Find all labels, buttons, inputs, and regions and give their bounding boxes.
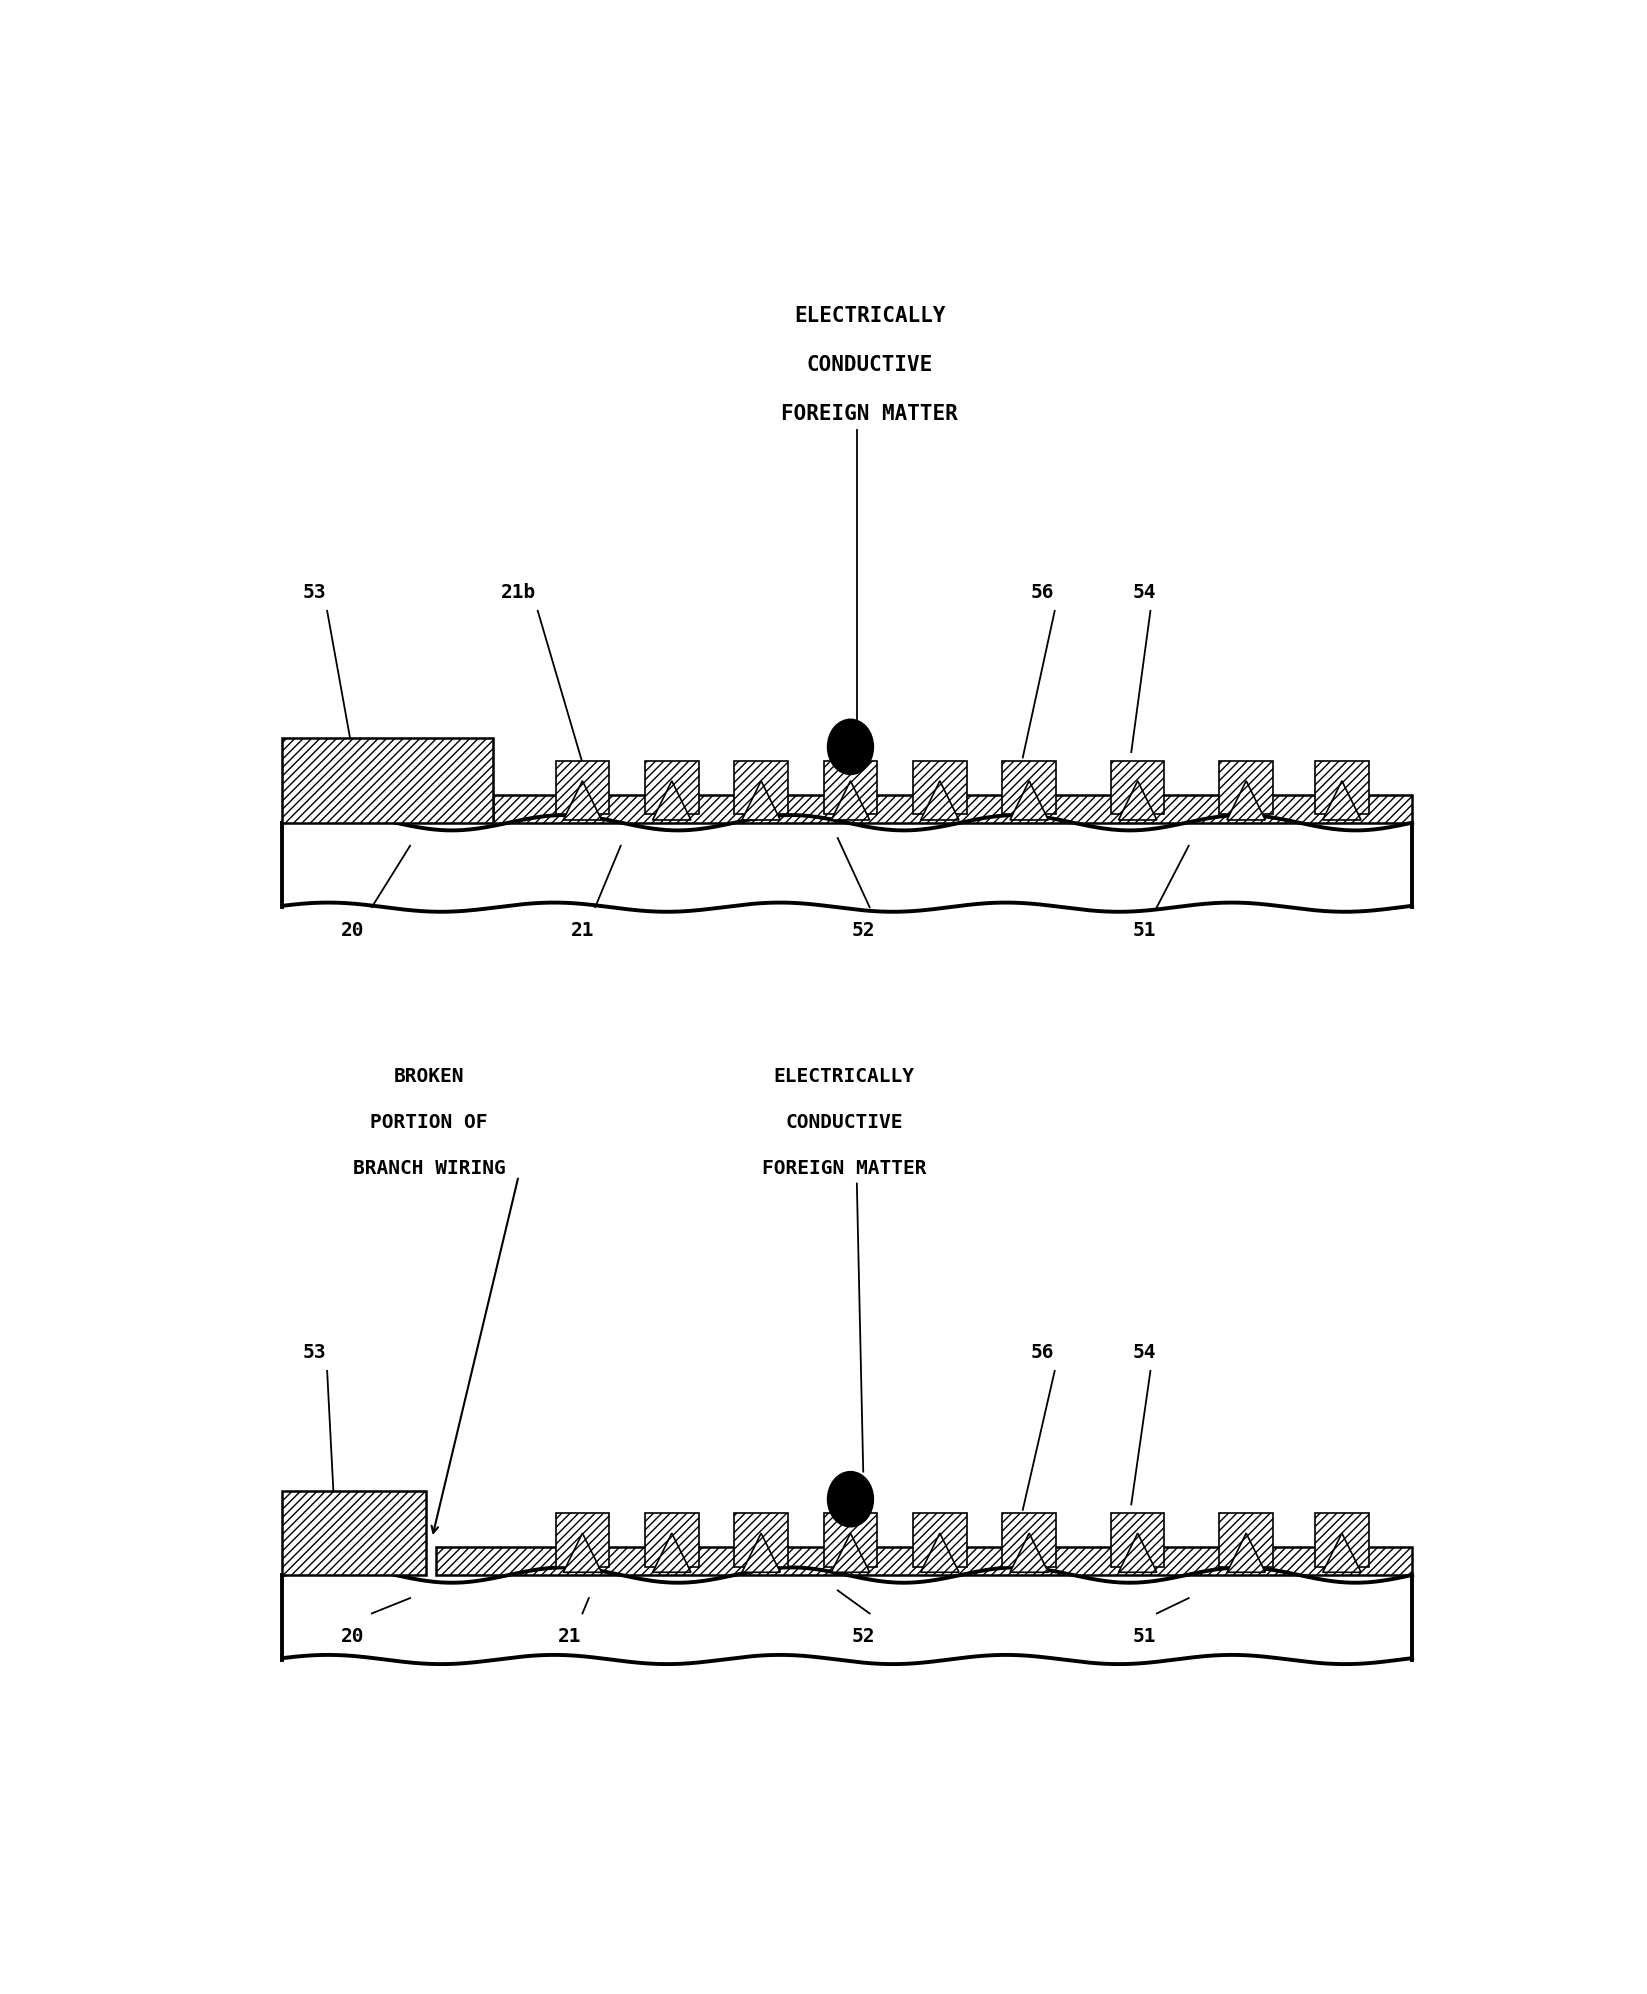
Text: PORTION OF: PORTION OF	[371, 1113, 488, 1133]
Text: FOREIGN MATTER: FOREIGN MATTER	[781, 405, 959, 425]
Text: 20: 20	[341, 1627, 364, 1645]
Text: FOREIGN MATTER: FOREIGN MATTER	[763, 1159, 926, 1178]
Polygon shape	[921, 782, 959, 820]
Circle shape	[827, 720, 873, 774]
Text: 20: 20	[341, 921, 364, 939]
Text: 21b: 21b	[501, 582, 537, 602]
Bar	[1314, 760, 1369, 814]
Text: ELECTRICALLY: ELECTRICALLY	[794, 305, 945, 327]
Polygon shape	[563, 1533, 601, 1573]
Polygon shape	[832, 782, 870, 820]
Bar	[824, 760, 878, 814]
Bar	[824, 1513, 878, 1567]
Text: 21: 21	[570, 921, 595, 939]
Bar	[492, 796, 1411, 824]
Text: 21: 21	[558, 1627, 581, 1645]
Text: 51: 51	[1131, 921, 1156, 939]
Bar	[1003, 760, 1056, 814]
Bar	[555, 1513, 609, 1567]
Polygon shape	[921, 1533, 959, 1573]
Text: 54: 54	[1131, 1342, 1156, 1362]
Bar	[1219, 760, 1273, 814]
Text: 52: 52	[851, 921, 875, 939]
Polygon shape	[1118, 1533, 1156, 1573]
Bar	[1110, 1513, 1164, 1567]
Circle shape	[827, 1472, 873, 1527]
Bar	[735, 760, 787, 814]
Bar	[283, 738, 492, 824]
Polygon shape	[1118, 782, 1156, 820]
Polygon shape	[1323, 782, 1360, 820]
Text: CONDUCTIVE: CONDUCTIVE	[786, 1113, 903, 1133]
Bar	[1110, 760, 1164, 814]
Bar	[646, 1513, 698, 1567]
Bar	[1003, 1513, 1056, 1567]
Bar	[436, 1547, 1411, 1575]
Text: 56: 56	[1029, 582, 1054, 602]
Polygon shape	[741, 782, 781, 820]
Polygon shape	[652, 782, 692, 820]
Bar	[646, 760, 698, 814]
Polygon shape	[1323, 1533, 1360, 1573]
Polygon shape	[832, 1533, 870, 1573]
Bar	[1219, 1513, 1273, 1567]
Text: 53: 53	[303, 1342, 326, 1362]
Text: BROKEN: BROKEN	[394, 1067, 464, 1085]
Bar	[912, 1513, 967, 1567]
Text: 56: 56	[1029, 1342, 1054, 1362]
Polygon shape	[1227, 1533, 1265, 1573]
Polygon shape	[741, 1533, 781, 1573]
Bar	[1314, 1513, 1369, 1567]
Bar	[912, 760, 967, 814]
Text: 51: 51	[1131, 1627, 1156, 1645]
Text: 52: 52	[851, 1627, 875, 1645]
Polygon shape	[652, 1533, 692, 1573]
Text: CONDUCTIVE: CONDUCTIVE	[807, 355, 932, 375]
Text: BRANCH WIRING: BRANCH WIRING	[352, 1159, 506, 1178]
Text: 53: 53	[303, 582, 326, 602]
Polygon shape	[1010, 782, 1049, 820]
Bar	[735, 1513, 787, 1567]
Polygon shape	[1227, 782, 1265, 820]
Text: ELECTRICALLY: ELECTRICALLY	[774, 1067, 914, 1085]
Text: 54: 54	[1131, 582, 1156, 602]
Polygon shape	[1010, 1533, 1049, 1573]
Bar	[283, 1492, 425, 1575]
Bar	[555, 760, 609, 814]
Polygon shape	[563, 782, 601, 820]
